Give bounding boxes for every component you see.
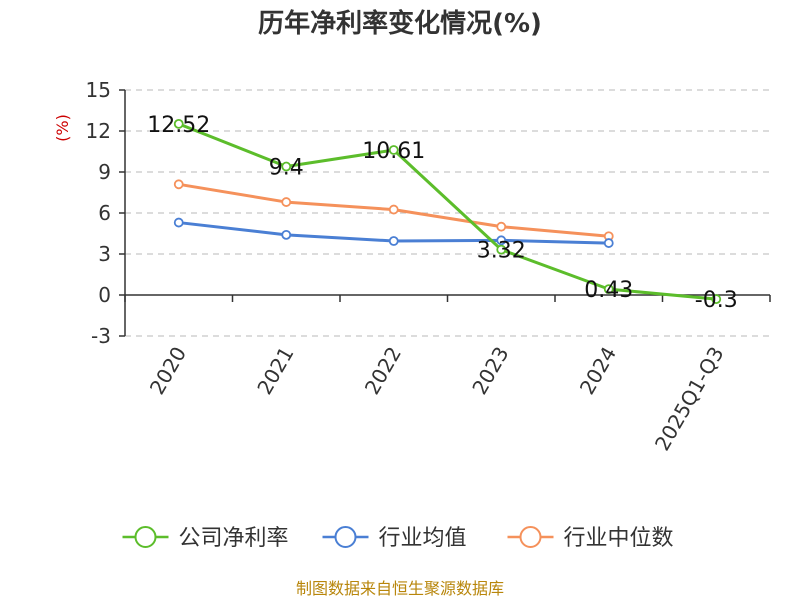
grid-lines [125, 89, 770, 337]
x-tick-label: 2022 [360, 343, 406, 399]
legend-swatch-marker [334, 526, 357, 548]
data-point [496, 235, 507, 246]
data-label: 3.32 [477, 239, 526, 264]
series-line [178, 122, 717, 301]
legend-item-label: 行业中位数 [564, 526, 674, 551]
chart-title: 历年净利率变化情况(%) [258, 8, 542, 39]
data-label: 10.61 [362, 139, 425, 164]
data-point [711, 294, 722, 305]
data-point [603, 238, 614, 248]
data-point [173, 179, 184, 190]
data-point [603, 284, 614, 295]
data-label: 9.4 [269, 156, 304, 181]
data-point [173, 217, 184, 228]
y-tick-label: 6 [98, 201, 111, 225]
source-note: 制图数据来自恒生聚源数据库 [296, 579, 504, 598]
legend: 公司净利率 行业均值 行业中位数 [122, 526, 674, 551]
x-tick-label: 2023 [467, 343, 513, 399]
data-point [281, 161, 292, 172]
data-point [496, 244, 507, 255]
data-label: 0.43 [584, 278, 633, 303]
legend-swatch-marker [134, 526, 157, 548]
y-tick-label: -3 [91, 324, 111, 348]
data-point [388, 145, 399, 155]
legend-item-label: 行业均值 [379, 526, 467, 551]
legend-item-label: 公司净利率 [179, 526, 289, 551]
data-point [388, 236, 399, 246]
data-labels: 12.52 9.4 10.61 3.32 0.43 -0.3 [147, 113, 737, 313]
y-axis-unit-label: (%) [53, 114, 72, 142]
y-tick-label: 9 [98, 160, 111, 184]
data-point [173, 118, 184, 129]
data-label: 12.52 [147, 113, 210, 138]
legend-swatch-marker [519, 526, 542, 548]
x-tick-label: 2021 [252, 343, 298, 399]
x-tick-label: 2020 [145, 343, 191, 399]
data-point [281, 229, 292, 240]
data-label: -0.3 [695, 288, 738, 313]
y-tick-label: 0 [98, 283, 111, 307]
y-tick-label: 12 [86, 119, 111, 143]
y-tick-label: 15 [86, 78, 111, 102]
data-point [496, 221, 507, 232]
data-point [388, 204, 399, 215]
y-tick-label: 3 [98, 242, 111, 266]
x-tick-label: 2024 [575, 343, 621, 399]
data-point [281, 197, 292, 207]
x-tick-label: 2025Q1-Q3 [650, 343, 729, 455]
series-lines [173, 118, 722, 305]
